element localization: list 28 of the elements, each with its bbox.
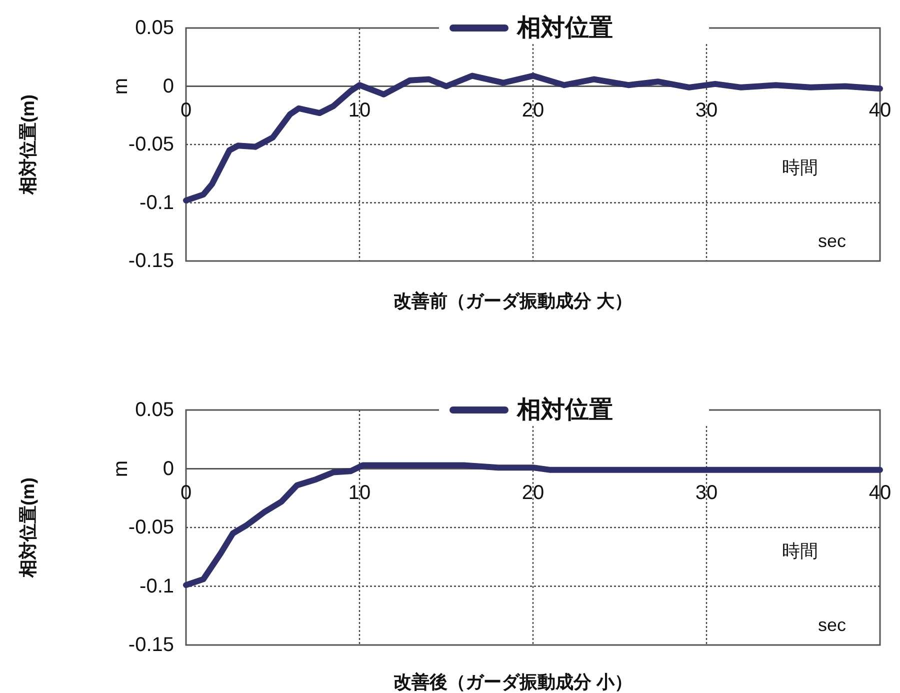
y-tick-label: 0 — [162, 458, 174, 480]
text: m — [110, 460, 132, 478]
y-tick-label: -0.1 — [140, 192, 174, 214]
x-tick-label: 20 — [522, 482, 544, 504]
text: 改善前（ガーダ振動成分 大） — [393, 291, 633, 311]
x-tick-label: 30 — [695, 482, 718, 504]
y-tick-label: -0.05 — [128, 516, 174, 538]
annotation: sec — [818, 615, 846, 635]
y-tick-label: -0.15 — [128, 250, 174, 272]
text: 改善後（ガーダ振動成分 小） — [393, 672, 633, 692]
y-tick-label: 0 — [162, 75, 174, 98]
x-tick-label: 10 — [348, 482, 371, 504]
y-axis-title: 相対位置(m) — [18, 478, 38, 578]
y-tick-label: -0.15 — [128, 634, 174, 656]
y-tick-label: 0.05 — [135, 399, 174, 421]
x-axis-title: 時間 — [782, 540, 818, 561]
y-tick-label: -0.1 — [140, 575, 174, 598]
legend-label: 相対位置 — [516, 14, 613, 42]
x-tick-label: 30 — [695, 99, 718, 122]
annotation: sec — [818, 231, 846, 251]
text: m — [110, 78, 132, 95]
x-axis-title: 時間 — [782, 158, 818, 178]
y-axis-title: 相対位置(m) — [18, 94, 38, 196]
y-tick-label: 0.05 — [135, 17, 174, 39]
x-tick-label: 20 — [522, 99, 544, 122]
legend-label: 相対位置 — [516, 396, 613, 424]
x-tick-label: 10 — [348, 99, 371, 122]
y-tick-label: -0.05 — [128, 134, 174, 156]
